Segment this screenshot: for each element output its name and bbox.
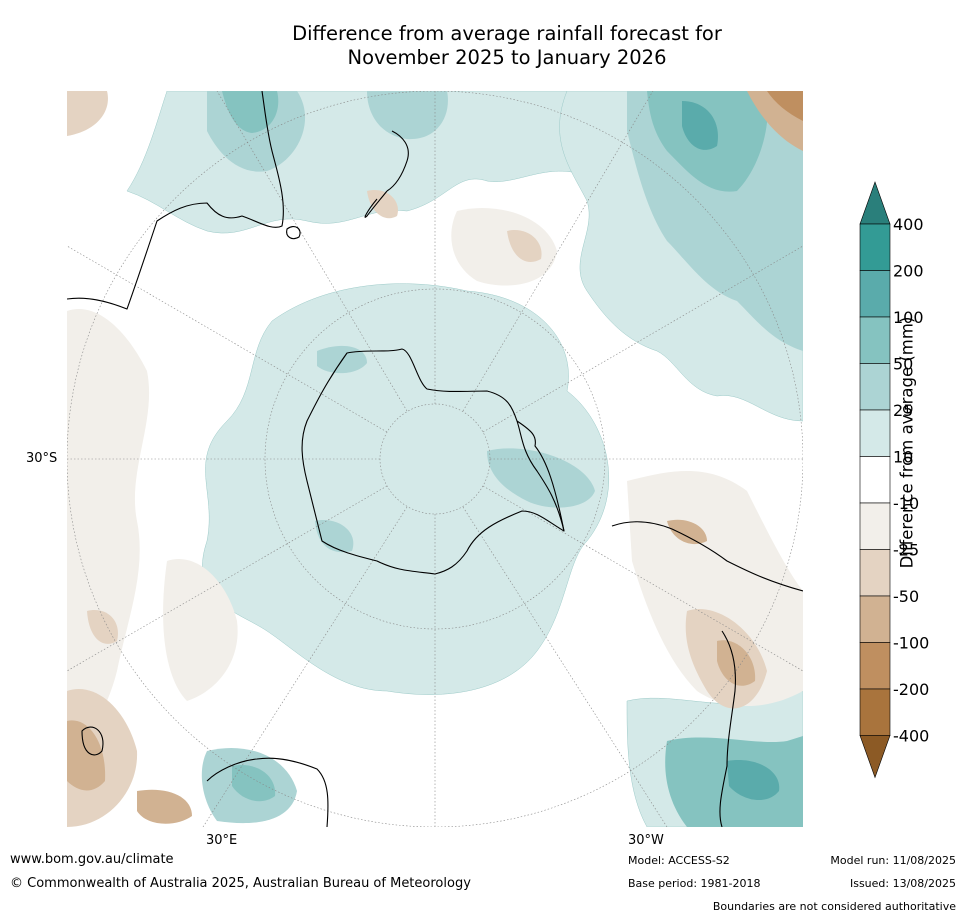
australia-coastline — [67, 91, 284, 310]
chart-title: Difference from average rainfall forecas… — [150, 22, 864, 70]
latitude-label-30s: 30°S — [26, 451, 58, 466]
colorbar-bin — [859, 642, 891, 690]
pacific-dry-patch — [451, 207, 557, 286]
africa-wet-core — [232, 765, 276, 802]
land-outlines — [67, 91, 803, 827]
top-left-dry — [67, 91, 108, 136]
south-africa-coastline — [206, 757, 329, 827]
rainfall-anomaly-map — [67, 91, 803, 827]
colorbar-extend-max — [859, 181, 891, 225]
antarctica-coastline — [301, 348, 565, 575]
nz-south-island — [364, 190, 388, 218]
model-run-date: Model run: 11/08/2025 — [830, 854, 956, 867]
colorbar-tick-label: -25 — [893, 541, 919, 560]
colorbar-bin — [859, 409, 891, 457]
colorbar-bin — [859, 595, 891, 643]
title-line-2: November 2025 to January 2026 — [347, 46, 667, 69]
issued-date: Issued: 13/08/2025 — [849, 877, 956, 890]
anomaly-fill-layer — [67, 91, 803, 827]
colorbar-bin — [859, 502, 891, 550]
south-pacific-wet-core — [627, 91, 803, 351]
copyright-notice: © Commonwealth of Australia 2025, Austra… — [10, 876, 471, 891]
meridian-150e — [216, 91, 408, 412]
colorbar-tick-label: 10 — [893, 448, 913, 467]
colorbar-tick-label: 25 — [893, 401, 913, 420]
colorbar-tick-label: -50 — [893, 587, 919, 606]
colorbar-axis-title: Difference from average (mm) — [895, 248, 919, 636]
model-name: Model: ACCESS-S2 — [628, 854, 730, 867]
meridian-120w — [482, 245, 803, 433]
north-nz-wet — [367, 91, 448, 140]
colorbar-bin — [859, 363, 891, 411]
bottom-left-dry-2 — [137, 789, 192, 824]
colorbar-tick-label: -400 — [893, 727, 929, 746]
top-right-dry-core — [767, 91, 803, 121]
south-pacific-wet-core-3 — [682, 101, 718, 150]
colorbar-bins — [859, 181, 891, 779]
base-period: Base period: 1981-2018 — [628, 877, 761, 890]
tasman-dry-patch — [367, 190, 398, 219]
colorbar-tick-label: -10 — [893, 494, 919, 513]
colorbar-tick-label: 50 — [893, 355, 913, 374]
colorbar-extend-min — [859, 735, 891, 779]
website-url[interactable]: www.bom.gov.au/climate — [10, 852, 174, 867]
colorbar-bin — [859, 316, 891, 364]
colorbar-tick-label: -200 — [893, 680, 929, 699]
bottom-left-dry-core — [67, 720, 106, 791]
atlantic-wet-core-2 — [727, 760, 780, 801]
south-america-east-coast — [719, 630, 736, 827]
south-america-dry-core-2 — [717, 640, 756, 686]
colorbar-tick-label: 400 — [893, 215, 924, 234]
madagascar-coastline — [81, 726, 104, 756]
tasmania-coastline — [286, 226, 301, 240]
meridian-60w — [482, 485, 803, 672]
antarctic-peninsula — [516, 420, 565, 532]
title-line-1: Difference from average rainfall forecas… — [292, 22, 722, 45]
colorbar: 400 200 100 50 25 10 -10 -25 -50 -100 -200 -400 — [859, 181, 929, 779]
colorbar-tick-label: -100 — [893, 634, 929, 653]
pacific-dry-core — [507, 230, 542, 262]
longitude-label-30e: 30°E — [206, 833, 238, 848]
meridian-150w — [462, 91, 654, 412]
australia-dry-patch — [87, 610, 118, 644]
nz-north-island — [386, 130, 409, 192]
meridian-120e — [67, 245, 388, 433]
meridian-60e — [67, 485, 388, 672]
antarctic-wet-ring — [202, 283, 609, 695]
south-america-coastline — [611, 521, 803, 592]
colorbar-bin — [859, 549, 891, 597]
colorbar-tick-label: 100 — [893, 308, 924, 327]
colorbar-bin — [859, 456, 891, 504]
colorbar-bin — [859, 223, 891, 271]
meridian-30w — [462, 506, 668, 827]
colorbar-bin — [859, 688, 891, 736]
west-dry-band — [67, 309, 150, 751]
chile-dry-core — [667, 519, 707, 545]
southwest-dry-band — [163, 559, 238, 701]
enderby-wet-patch — [315, 520, 354, 553]
colorbar-tick-label: 200 — [893, 262, 924, 281]
parallel-60s — [264, 288, 606, 630]
tasman-wet-core-2 — [222, 91, 279, 133]
colorbar-ticks: 400 200 100 50 25 10 -10 -25 -50 -100 -200 -400 — [893, 215, 929, 746]
longitude-label-30w: 30°W — [628, 833, 664, 848]
boundaries-disclaimer: Boundaries are not considered authoritat… — [712, 900, 956, 913]
colorbar-title-text: Difference from average (mm) — [897, 316, 917, 568]
colorbar-bin — [859, 270, 891, 318]
